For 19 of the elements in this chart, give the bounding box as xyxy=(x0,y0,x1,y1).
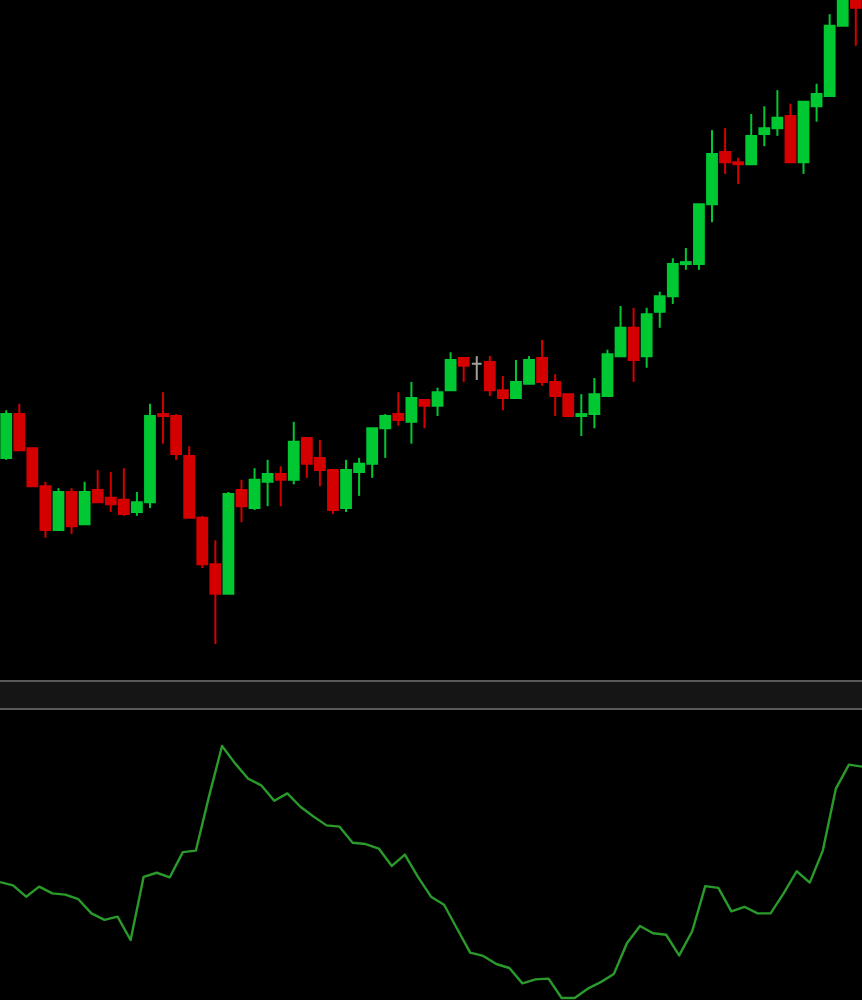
candlestick xyxy=(392,391,405,427)
candlestick xyxy=(0,409,13,461)
candlestick xyxy=(52,487,65,532)
candlestick xyxy=(235,478,248,524)
candlestick xyxy=(745,112,758,166)
candlestick xyxy=(431,386,444,418)
candlestick xyxy=(418,398,431,430)
candlestick xyxy=(784,102,797,164)
candlestick xyxy=(287,420,300,486)
candlestick xyxy=(65,487,78,535)
candlestick xyxy=(405,380,418,445)
candlestick xyxy=(274,465,287,508)
candlestick xyxy=(627,306,640,383)
candlestick xyxy=(78,480,91,526)
candlestick xyxy=(457,357,470,383)
candlestick xyxy=(640,306,653,369)
candlestick xyxy=(470,355,483,381)
candlestick xyxy=(849,0,862,47)
candlestick xyxy=(444,351,457,392)
